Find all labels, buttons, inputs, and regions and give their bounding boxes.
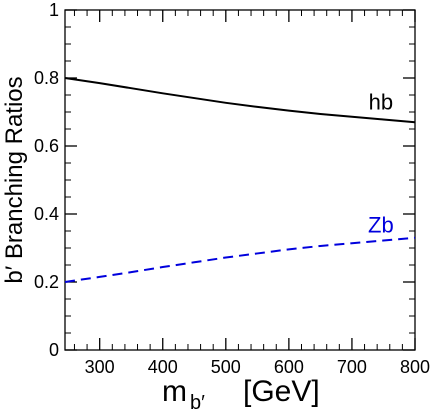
x-axis-title-subscript: b′: [190, 392, 205, 414]
x-axis-title-unit: [GeV]: [243, 375, 320, 408]
y-tick-label: 0.6: [34, 136, 59, 156]
y-tick-label: 0.4: [34, 204, 59, 224]
x-tick-label: 500: [211, 357, 241, 377]
y-axis-title: b′ Branching Ratios: [1, 76, 28, 283]
x-tick-label: 700: [337, 357, 367, 377]
series-line-hb: [64, 77, 416, 124]
plot-frame: [64, 9, 416, 351]
x-axis-title-main: m: [162, 375, 187, 408]
x-tick-label: 600: [274, 357, 304, 377]
series-line-zb: [64, 236, 416, 283]
series-layer: [64, 77, 416, 283]
ticks-layer: 300 400 500 600 700 800 0 0.2 0.4 0.6 0.8 1: [34, 0, 430, 377]
x-tick-label: 300: [85, 357, 115, 377]
y-tick-label: 0.8: [34, 68, 59, 88]
labels-layer: hb Zb: [368, 89, 394, 237]
x-tick-label: 400: [148, 357, 178, 377]
series-label-hb: hb: [369, 89, 393, 114]
series-label-zb: Zb: [368, 213, 394, 238]
y-tick-label: 1: [49, 0, 59, 20]
y-tick-label: 0.2: [34, 272, 59, 292]
x-axis-title: m b′ [GeV]: [162, 375, 320, 414]
y-tick-label: 0: [49, 340, 59, 360]
x-tick-label: 800: [400, 357, 430, 377]
